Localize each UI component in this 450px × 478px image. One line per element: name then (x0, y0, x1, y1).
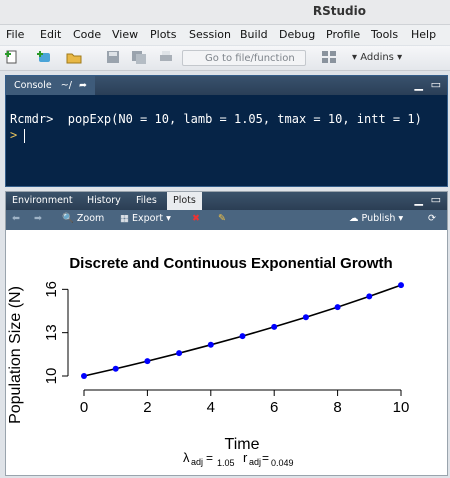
plot-area: Discrete and Continuous Exponential Grow… (6, 230, 447, 475)
back-arrow-icon[interactable]: ⬅ (12, 213, 20, 224)
zoom-button[interactable]: 🔍 Zoom (62, 213, 104, 224)
growth-curve-line (83, 284, 402, 377)
x-axis-label: Time (225, 436, 260, 453)
plots-minimize-icon[interactable]: ▁ (414, 193, 423, 206)
data-point (398, 282, 404, 289)
goto-directory-icon[interactable]: ➦ (78, 80, 87, 91)
console-tabbar: Console ~/ ➦ ▁ ▭ (6, 76, 447, 95)
open-file-icon[interactable] (66, 50, 82, 64)
export-label: Export (132, 213, 164, 224)
remove-plot-icon[interactable]: ✖ (192, 213, 200, 224)
data-point (81, 373, 87, 379)
chart-subtitle: λ adj = 1.05 r adj = 0.049 (183, 450, 294, 468)
menu-profile[interactable]: Profile (326, 28, 361, 41)
magnifier-icon: 🔍 (62, 213, 74, 224)
exponential-growth-chart: Discrete and Continuous Exponential Grow… (7, 255, 409, 468)
go-to-file-input[interactable]: Go to file/function (182, 50, 306, 66)
y-tick-label: 13 (43, 324, 60, 341)
publish-icon: ☁ (349, 213, 359, 224)
y-tick-label: 10 (43, 368, 60, 385)
lambda-subscript: adj (191, 457, 203, 467)
tab-plots[interactable]: Plots (167, 192, 202, 210)
console-cursor (24, 128, 26, 143)
window-title: RStudio (312, 4, 366, 18)
y-axis-label: Population Size (N) (7, 286, 24, 424)
tab-files[interactable]: Files (136, 195, 157, 206)
clear-plots-broom-icon[interactable]: ✎ (218, 213, 226, 224)
menu-view[interactable]: View (112, 28, 139, 41)
console-output[interactable]: Rcmdr> popExp(N0 = 10, lamb = 1.05, tmax… (6, 96, 447, 186)
plots-pane: Environment History Files Plots ▁ ▭ ⬅ ➡ … (5, 191, 448, 476)
data-point (112, 365, 119, 372)
new-file-icon[interactable] (4, 50, 20, 64)
menu-bar: File Edit Code View Plots Session Build … (0, 25, 450, 45)
go-to-file-placeholder: Go to file/function (205, 53, 295, 64)
r-symbol: r (243, 450, 248, 465)
publish-label: Publish (361, 213, 396, 224)
console-prompt: > (10, 128, 26, 143)
x-tick-label: 10 (393, 399, 410, 416)
plots-maximize-icon[interactable]: ▭ (430, 193, 441, 206)
console-pane: Console ~/ ➦ ▁ ▭ Rcmdr> popExp(N0 = 10, … (5, 75, 448, 187)
plots-toolbar: ⬅ ➡ 🔍 Zoom ▦ Export ▾ ✖ ✎ ☁ Publish ▾ ⟳ (6, 210, 447, 230)
menu-plots[interactable]: Plots (150, 28, 177, 41)
menu-code[interactable]: Code (73, 28, 102, 41)
menu-build[interactable]: Build (240, 28, 268, 41)
menu-edit[interactable]: Edit (40, 28, 62, 41)
menu-debug[interactable]: Debug (279, 28, 316, 41)
export-button[interactable]: ▦ Export ▾ (120, 213, 171, 224)
save-all-icon[interactable] (131, 50, 147, 64)
refresh-icon[interactable]: ⟳ (428, 213, 436, 224)
data-point (302, 314, 309, 321)
data-point (366, 293, 373, 300)
r-equals: = (262, 451, 269, 465)
window-titlebar: RStudio (0, 0, 450, 25)
console-path: ~/ (60, 80, 72, 91)
x-tick-label: 0 (80, 399, 88, 416)
publish-button[interactable]: ☁ Publish ▾ (349, 213, 404, 224)
zoom-label: Zoom (76, 213, 105, 224)
tab-history[interactable]: History (87, 195, 121, 206)
x-tick-label: 2 (143, 399, 151, 416)
chart-axes: 0 2 4 6 8 10 10 13 16 (43, 281, 409, 416)
chart-title: Discrete and Continuous Exponential Grow… (69, 255, 392, 272)
console-prompt-symbol: > (10, 128, 18, 142)
addins-label: Addins (360, 52, 394, 63)
console-command-line: Rcmdr> popExp(N0 = 10, lamb = 1.05, tmax… (10, 112, 422, 126)
lambda-value: 1.05 (217, 458, 235, 468)
menu-tools[interactable]: Tools (371, 28, 399, 41)
new-project-icon[interactable] (36, 50, 52, 64)
x-tick-label: 4 (207, 399, 215, 416)
tab-environment[interactable]: Environment (12, 195, 73, 206)
data-point (144, 358, 151, 365)
export-image-icon: ▦ (120, 213, 129, 224)
lambda-symbol: λ (183, 450, 190, 465)
data-point (271, 323, 278, 330)
data-point (176, 350, 183, 357)
chart-series (81, 282, 404, 379)
save-icon[interactable] (105, 50, 121, 64)
x-tick-label: 6 (270, 399, 278, 416)
menu-file[interactable]: File (6, 28, 25, 41)
minimize-pane-icon[interactable]: ▁ (414, 78, 423, 91)
forward-arrow-icon[interactable]: ➡ (34, 213, 42, 224)
data-point (239, 333, 246, 340)
menu-help[interactable]: Help (411, 28, 437, 41)
maximize-pane-icon[interactable]: ▭ (430, 78, 441, 91)
plots-tabbar: Environment History Files Plots ▁ ▭ (6, 192, 447, 210)
data-point (207, 341, 214, 348)
menu-session[interactable]: Session (189, 28, 231, 41)
x-tick-label: 8 (333, 399, 341, 416)
pane-layout-icon[interactable] (321, 50, 337, 64)
print-icon[interactable] (158, 50, 174, 64)
y-tick-label: 16 (43, 281, 60, 298)
addins-menu[interactable]: ▾ Addins ▾ (352, 52, 403, 63)
console-tab-label: Console (14, 80, 52, 91)
main-toolbar: Go to file/function ▾ Addins ▾ (0, 46, 450, 71)
lambda-equals: = (206, 451, 213, 465)
data-point (334, 304, 341, 311)
tab-console[interactable]: Console ~/ ➦ (6, 76, 95, 95)
r-value: 0.049 (271, 458, 294, 468)
r-subscript: adj (249, 457, 261, 467)
